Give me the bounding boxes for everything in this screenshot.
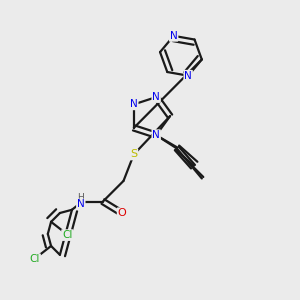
Text: Cl: Cl <box>62 230 72 240</box>
Text: N: N <box>130 99 138 110</box>
Text: N: N <box>184 71 192 81</box>
Text: N: N <box>77 200 85 209</box>
Text: N: N <box>152 130 160 140</box>
Text: N: N <box>152 92 160 102</box>
Text: H: H <box>77 194 84 202</box>
Text: Cl: Cl <box>30 254 40 264</box>
Text: S: S <box>130 149 137 159</box>
Text: O: O <box>118 208 126 218</box>
Text: N: N <box>170 31 178 41</box>
